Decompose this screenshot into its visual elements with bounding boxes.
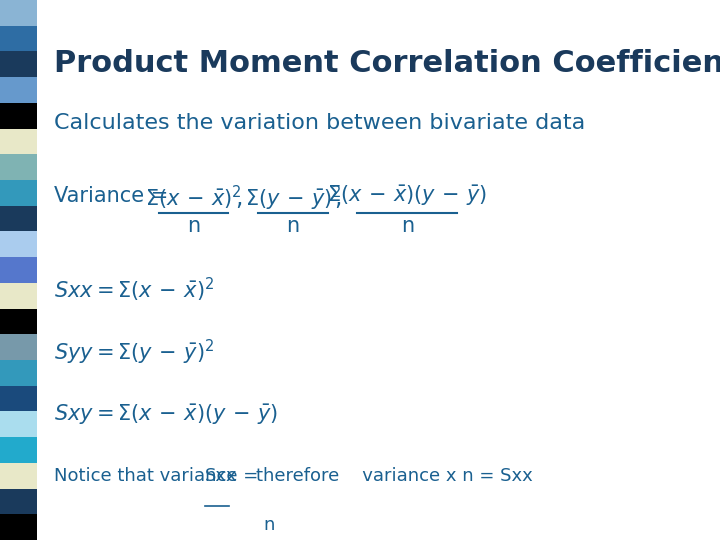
Text: ,: , — [334, 186, 342, 210]
Text: Product Moment Correlation Coefficient: Product Moment Correlation Coefficient — [54, 49, 720, 78]
FancyBboxPatch shape — [0, 489, 37, 514]
Text: n: n — [187, 216, 200, 236]
Text: ,: , — [235, 186, 243, 210]
FancyBboxPatch shape — [0, 0, 37, 26]
FancyBboxPatch shape — [0, 51, 37, 77]
FancyBboxPatch shape — [0, 257, 37, 283]
Text: $\Sigma(x\,-\,\bar{x})^2$: $\Sigma(x\,-\,\bar{x})^2$ — [145, 184, 242, 212]
FancyBboxPatch shape — [0, 26, 37, 51]
Text: n: n — [400, 216, 414, 236]
Text: Variance =: Variance = — [54, 186, 175, 206]
Text: Calculates the variation between bivariate data: Calculates the variation between bivaria… — [54, 113, 585, 133]
FancyBboxPatch shape — [0, 154, 37, 180]
FancyBboxPatch shape — [0, 437, 37, 463]
Text: n: n — [287, 216, 300, 236]
Text: Notice that variance =: Notice that variance = — [54, 467, 264, 485]
FancyBboxPatch shape — [0, 514, 37, 540]
FancyBboxPatch shape — [0, 386, 37, 411]
FancyBboxPatch shape — [0, 77, 37, 103]
FancyBboxPatch shape — [0, 308, 37, 334]
FancyBboxPatch shape — [0, 334, 37, 360]
FancyBboxPatch shape — [0, 411, 37, 437]
FancyBboxPatch shape — [0, 206, 37, 232]
Text: $Sxx = \Sigma(x\,-\,\bar{x})^2$: $Sxx = \Sigma(x\,-\,\bar{x})^2$ — [54, 275, 214, 303]
FancyBboxPatch shape — [0, 103, 37, 129]
FancyBboxPatch shape — [0, 463, 37, 489]
Text: therefore    variance x n = Sxx: therefore variance x n = Sxx — [233, 467, 533, 485]
FancyBboxPatch shape — [0, 180, 37, 206]
Text: $Sxy = \Sigma(x\,-\,\bar{x})(y\,-\,\bar{y})$: $Sxy = \Sigma(x\,-\,\bar{x})(y\,-\,\bar{… — [54, 402, 277, 427]
Text: $Syy = \Sigma(y\,-\,\bar{y})^2$: $Syy = \Sigma(y\,-\,\bar{y})^2$ — [54, 338, 214, 367]
Text: $\Sigma(y\,-\,\bar{y})^2$: $\Sigma(y\,-\,\bar{y})^2$ — [245, 184, 341, 213]
FancyBboxPatch shape — [0, 232, 37, 257]
Text: n: n — [263, 516, 274, 534]
FancyBboxPatch shape — [0, 360, 37, 386]
Text: Sxx: Sxx — [205, 467, 238, 485]
FancyBboxPatch shape — [0, 129, 37, 154]
FancyBboxPatch shape — [0, 283, 37, 308]
Text: $\Sigma(x\,-\,\bar{x})(y\,-\,\bar{y})$: $\Sigma(x\,-\,\bar{x})(y\,-\,\bar{y})$ — [327, 184, 487, 208]
